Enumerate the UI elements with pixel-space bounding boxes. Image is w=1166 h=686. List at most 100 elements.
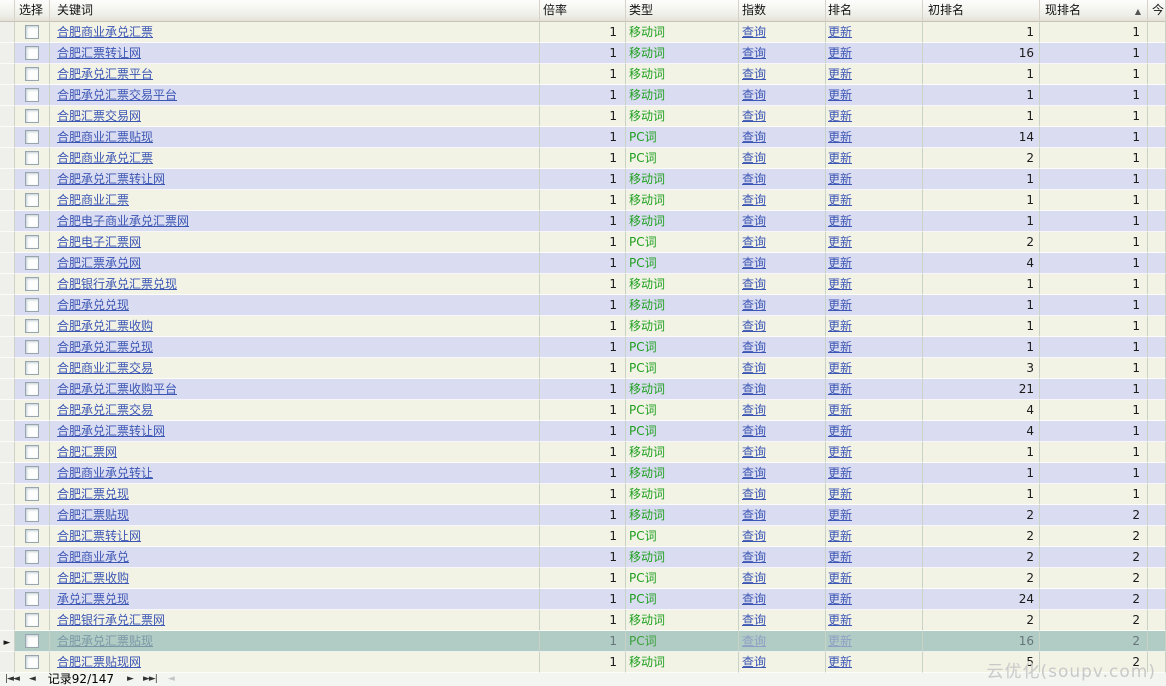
keyword-link[interactable]: 合肥电子汇票网	[57, 235, 142, 249]
rank-update-link[interactable]: 更新	[828, 67, 853, 81]
rank-update-link[interactable]: 更新	[828, 25, 853, 39]
keyword-link[interactable]: 合肥汇票收购	[57, 571, 130, 585]
keyword-link[interactable]: 合肥汇票承兑网	[57, 256, 142, 270]
index-query-link[interactable]: 查询	[742, 466, 767, 480]
index-query-link[interactable]: 查询	[742, 508, 767, 522]
index-query-link[interactable]: 查询	[742, 193, 767, 207]
keyword-link[interactable]: 合肥承兑汇票贴现	[57, 634, 154, 648]
keyword-link[interactable]: 合肥汇票网	[57, 445, 118, 459]
row-checkbox[interactable]	[25, 193, 39, 207]
index-query-link[interactable]: 查询	[742, 319, 767, 333]
row-checkbox[interactable]	[25, 466, 39, 480]
keyword-link[interactable]: 合肥承兑汇票平台	[57, 67, 154, 81]
rank-update-link[interactable]: 更新	[828, 487, 853, 501]
rank-update-link[interactable]: 更新	[828, 151, 853, 165]
row-checkbox[interactable]	[25, 109, 39, 123]
rank-update-link[interactable]: 更新	[828, 340, 853, 354]
keyword-link[interactable]: 合肥商业汇票贴现	[57, 130, 154, 144]
rank-update-link[interactable]: 更新	[828, 613, 853, 627]
row-checkbox[interactable]	[25, 340, 39, 354]
rank-update-link[interactable]: 更新	[828, 550, 853, 564]
rank-update-link[interactable]: 更新	[828, 529, 853, 543]
header-type[interactable]: 类型	[626, 0, 739, 22]
keyword-link[interactable]: 合肥商业承兑汇票	[57, 25, 154, 39]
keyword-link[interactable]: 合肥商业汇票	[57, 193, 130, 207]
rank-update-link[interactable]: 更新	[828, 46, 853, 60]
row-checkbox[interactable]	[25, 487, 39, 501]
nav-prev-button[interactable]: ◄	[28, 674, 36, 684]
nav-last-button[interactable]: ►►|	[142, 674, 158, 684]
keyword-link[interactable]: 合肥电子商业承兑汇票网	[57, 214, 190, 228]
hscroll-left-arrow-icon[interactable]: ◄	[167, 674, 175, 684]
row-checkbox[interactable]	[25, 592, 39, 606]
header-current-rank[interactable]: 现排名 ▲	[1040, 0, 1148, 22]
index-query-link[interactable]: 查询	[742, 655, 767, 669]
header-index[interactable]: 指数	[739, 0, 826, 22]
rank-update-link[interactable]: 更新	[828, 130, 853, 144]
rank-update-link[interactable]: 更新	[828, 424, 853, 438]
keyword-link[interactable]: 合肥承兑汇票转让网	[57, 424, 166, 438]
rank-update-link[interactable]: 更新	[828, 172, 853, 186]
index-query-link[interactable]: 查询	[742, 487, 767, 501]
row-checkbox[interactable]	[25, 508, 39, 522]
row-checkbox[interactable]	[25, 172, 39, 186]
index-query-link[interactable]: 查询	[742, 256, 767, 270]
keyword-link[interactable]: 合肥银行承兑汇票兑现	[57, 277, 178, 291]
keyword-link[interactable]: 合肥商业汇票交易	[57, 361, 154, 375]
index-query-link[interactable]: 查询	[742, 67, 767, 81]
keyword-link[interactable]: 合肥汇票转让网	[57, 46, 142, 60]
index-query-link[interactable]: 查询	[742, 424, 767, 438]
rank-update-link[interactable]: 更新	[828, 235, 853, 249]
row-checkbox[interactable]	[25, 46, 39, 60]
keyword-link[interactable]: 合肥汇票转让网	[57, 529, 142, 543]
index-query-link[interactable]: 查询	[742, 25, 767, 39]
rank-update-link[interactable]: 更新	[828, 508, 853, 522]
row-checkbox[interactable]	[25, 382, 39, 396]
index-query-link[interactable]: 查询	[742, 592, 767, 606]
index-query-link[interactable]: 查询	[742, 172, 767, 186]
row-checkbox[interactable]	[25, 214, 39, 228]
row-checkbox[interactable]	[25, 655, 39, 669]
index-query-link[interactable]: 查询	[742, 613, 767, 627]
row-checkbox[interactable]	[25, 130, 39, 144]
keyword-link[interactable]: 合肥商业承兑汇票	[57, 151, 154, 165]
index-query-link[interactable]: 查询	[742, 109, 767, 123]
rank-update-link[interactable]: 更新	[828, 466, 853, 480]
keyword-link[interactable]: 合肥银行承兑汇票网	[57, 613, 166, 627]
header-keyword[interactable]: 关键词	[50, 0, 540, 22]
index-query-link[interactable]: 查询	[742, 235, 767, 249]
row-checkbox[interactable]	[25, 634, 39, 648]
rank-update-link[interactable]: 更新	[828, 361, 853, 375]
index-query-link[interactable]: 查询	[742, 403, 767, 417]
row-checkbox[interactable]	[25, 235, 39, 249]
keyword-link[interactable]: 合肥汇票贴现网	[57, 655, 142, 669]
keyword-link[interactable]: 合肥承兑汇票兑现	[57, 340, 154, 354]
row-checkbox[interactable]	[25, 529, 39, 543]
index-query-link[interactable]: 查询	[742, 130, 767, 144]
row-checkbox[interactable]	[25, 319, 39, 333]
keyword-link[interactable]: 合肥承兑汇票转让网	[57, 172, 166, 186]
index-query-link[interactable]: 查询	[742, 361, 767, 375]
index-query-link[interactable]: 查询	[742, 382, 767, 396]
rank-update-link[interactable]: 更新	[828, 277, 853, 291]
header-rate[interactable]: 倍率	[540, 0, 626, 22]
rank-update-link[interactable]: 更新	[828, 655, 853, 669]
rank-update-link[interactable]: 更新	[828, 109, 853, 123]
rank-update-link[interactable]: 更新	[828, 634, 853, 648]
keyword-link[interactable]: 合肥承兑汇票交易	[57, 403, 154, 417]
keyword-link[interactable]: 合肥承兑汇票收购	[57, 319, 154, 333]
keyword-link[interactable]: 合肥商业承兑转让	[57, 466, 154, 480]
rank-update-link[interactable]: 更新	[828, 214, 853, 228]
rank-update-link[interactable]: 更新	[828, 445, 853, 459]
index-query-link[interactable]: 查询	[742, 151, 767, 165]
header-initial-rank[interactable]: 初排名	[923, 0, 1040, 22]
rank-update-link[interactable]: 更新	[828, 193, 853, 207]
rank-update-link[interactable]: 更新	[828, 592, 853, 606]
keyword-link[interactable]: 合肥汇票交易网	[57, 109, 142, 123]
keyword-link[interactable]: 合肥承兑汇票收购平台	[57, 382, 178, 396]
index-query-link[interactable]: 查询	[742, 550, 767, 564]
rank-update-link[interactable]: 更新	[828, 319, 853, 333]
keyword-link[interactable]: 承兑汇票兑现	[57, 592, 130, 606]
row-checkbox[interactable]	[25, 298, 39, 312]
row-checkbox[interactable]	[25, 88, 39, 102]
